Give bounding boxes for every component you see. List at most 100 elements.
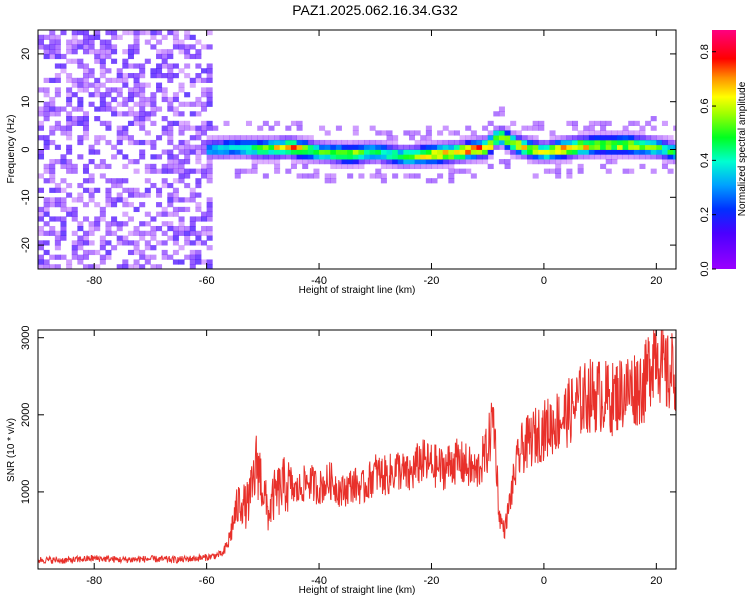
spectrogram-cell — [504, 163, 511, 170]
spectrogram-cell — [178, 49, 185, 55]
spectrogram-cell — [616, 144, 623, 150]
spectrogram-cell — [476, 159, 483, 165]
spectrogram-cell — [150, 92, 157, 98]
spectrogram-cell — [139, 235, 146, 241]
spectrogram-cell — [139, 68, 146, 74]
spectrogram-cell — [605, 154, 612, 160]
spectrogram-cell — [425, 178, 432, 184]
spectrogram-cell — [414, 173, 421, 179]
spectrogram-x-ticks: -80 -60 -40 -20 0 20 — [86, 30, 662, 287]
spectrogram-cell — [543, 139, 550, 146]
spectrogram-cell — [116, 101, 123, 107]
spectrogram-cell — [549, 154, 556, 160]
spectrogram-cell — [49, 139, 56, 146]
spectrogram-cell — [195, 63, 202, 69]
spectrogram-cell — [555, 168, 562, 174]
spectrogram-cell — [82, 73, 89, 79]
spectrogram-cell — [487, 163, 494, 170]
spectrogram-cell — [116, 125, 123, 131]
spectrogram-cell — [279, 149, 286, 155]
spectrogram-cell — [127, 63, 134, 69]
spectrogram-cell — [380, 173, 387, 179]
spectrogram-cell — [178, 68, 185, 74]
spectrogram-cell — [60, 106, 67, 112]
spectrogram-cell — [71, 77, 78, 83]
spectrogram-cell — [122, 101, 129, 107]
spectrogram-cell — [257, 144, 264, 150]
spectrogram-cell — [167, 197, 174, 203]
spectrogram-cell — [369, 149, 376, 155]
spectrogram-cell — [139, 120, 146, 126]
spectrogram-cell — [66, 101, 73, 107]
spectrogram-cell — [409, 144, 416, 150]
spectrogram-cell — [201, 87, 208, 93]
spectrogram-cell — [88, 34, 95, 40]
spectrogram-cell — [482, 135, 489, 141]
spectrogram-cell — [594, 135, 601, 141]
spectrogram-cell — [43, 240, 50, 246]
spectrogram-cell — [324, 139, 331, 146]
spectrogram-cell — [161, 58, 168, 64]
spectrogram-cell — [633, 154, 640, 160]
spectrogram-cell — [122, 259, 129, 265]
spectrogram-cell — [661, 139, 668, 146]
spectrogram-cell — [184, 73, 191, 79]
spectrogram-cell — [673, 149, 677, 155]
spectrogram-cell — [94, 163, 101, 170]
spectrogram-cell — [99, 39, 106, 45]
spectrogram-cell — [386, 144, 393, 150]
spectrogram-cell — [656, 149, 663, 155]
colorbar-tick-label: 0.4 — [699, 153, 711, 168]
spectrogram-cell — [161, 149, 168, 155]
spectrogram-cell — [71, 206, 78, 213]
spectrogram-cell — [71, 211, 78, 217]
spectrogram-cell — [251, 149, 258, 155]
spectrogram-cell — [184, 30, 191, 36]
spectrogram-cell — [133, 259, 140, 265]
spectrogram-cell — [127, 73, 134, 79]
spectrogram-cell — [167, 30, 174, 36]
spectrogram-cell — [54, 264, 61, 270]
spectrogram-cell — [71, 120, 78, 126]
spectrogram-cell — [116, 221, 123, 227]
spectrogram-cell — [234, 149, 241, 155]
spectrogram-cell — [307, 173, 314, 179]
spectrogram-cell — [482, 154, 489, 160]
spectrogram-cell — [122, 202, 129, 208]
spectrogram-cell — [167, 235, 174, 241]
spectrogram-cell — [77, 77, 84, 83]
spectrogram-cell — [184, 173, 191, 179]
spectrogram-cell — [49, 44, 56, 50]
spectrogram-cell — [105, 125, 112, 131]
spectrogram-cell — [566, 135, 573, 141]
spectrogram-cell — [453, 168, 460, 174]
spectrogram-cell — [555, 154, 562, 160]
spectrogram-cell — [223, 135, 230, 141]
spectrogram-cell — [54, 159, 61, 165]
spectrogram-cell — [94, 106, 101, 112]
spectrogram-cell — [88, 39, 95, 45]
spectrogram-cell — [442, 139, 449, 146]
spectrogram-cell — [43, 44, 50, 50]
spectrogram-cell — [234, 168, 241, 174]
spectrogram-cell — [622, 139, 629, 146]
spectrogram-cell — [206, 245, 213, 251]
spectrogram-cell — [195, 111, 202, 117]
spectrogram-cell — [431, 178, 438, 184]
spectrogram-cell — [453, 139, 460, 146]
spectrogram-cell — [99, 245, 106, 251]
spectrogram-cell — [403, 163, 410, 170]
spectrogram-cell — [195, 254, 202, 260]
spectrogram-cell — [633, 120, 640, 126]
snr-x-axis-label: Height of straight line (km) — [299, 585, 416, 596]
spectrogram-cell — [189, 264, 196, 270]
spectrogram-cell — [538, 149, 545, 155]
spectrogram-cell — [150, 230, 157, 236]
spectrogram-cell — [206, 225, 213, 232]
spectrogram-cell — [245, 149, 252, 155]
spectrogram-cell — [335, 163, 342, 170]
spectrogram-cell — [66, 125, 73, 131]
spectrogram-cell — [189, 249, 196, 256]
spectrogram-cell — [156, 154, 163, 160]
spectrogram-cell — [560, 144, 567, 150]
